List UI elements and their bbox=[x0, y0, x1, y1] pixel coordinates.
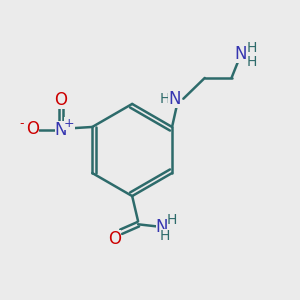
Text: -: - bbox=[19, 117, 24, 130]
Text: N: N bbox=[234, 45, 247, 63]
Text: N: N bbox=[55, 121, 67, 139]
Text: O: O bbox=[55, 91, 68, 109]
Text: H: H bbox=[247, 55, 257, 69]
Text: H: H bbox=[247, 41, 257, 55]
Text: H: H bbox=[167, 213, 178, 227]
Text: O: O bbox=[26, 120, 39, 138]
Text: +: + bbox=[64, 117, 75, 130]
Text: O: O bbox=[108, 230, 121, 247]
Text: N: N bbox=[156, 218, 168, 236]
Text: H: H bbox=[160, 229, 170, 243]
Text: N: N bbox=[168, 90, 181, 108]
Text: H: H bbox=[159, 92, 170, 106]
